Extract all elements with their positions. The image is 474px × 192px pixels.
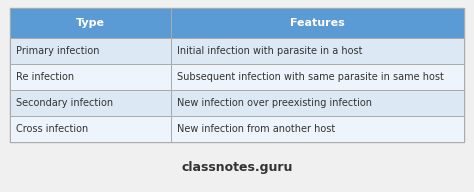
Bar (10, 64, 171, 90)
Bar (10, 116, 171, 142)
Text: Initial infection with parasite in a host: Initial infection with parasite in a hos… (177, 46, 363, 56)
Text: Secondary infection: Secondary infection (16, 98, 113, 108)
Text: Features: Features (290, 18, 345, 28)
Text: Cross infection: Cross infection (16, 124, 88, 134)
Text: New infection over preexisting infection: New infection over preexisting infection (177, 98, 372, 108)
Bar (171, 116, 464, 142)
Text: New infection from another host: New infection from another host (177, 124, 336, 134)
Bar (10, 8, 171, 38)
Bar (10, 8, 464, 142)
Text: Subsequent infection with same parasite in same host: Subsequent infection with same parasite … (177, 72, 444, 82)
Bar (171, 8, 464, 38)
Text: classnotes.guru: classnotes.guru (182, 161, 292, 174)
Text: Type: Type (76, 18, 105, 28)
Bar (10, 90, 171, 116)
Bar (171, 64, 464, 90)
Bar (171, 38, 464, 64)
Text: Re infection: Re infection (16, 72, 74, 82)
Bar (10, 38, 171, 64)
Text: Primary infection: Primary infection (16, 46, 100, 56)
Bar (171, 90, 464, 116)
